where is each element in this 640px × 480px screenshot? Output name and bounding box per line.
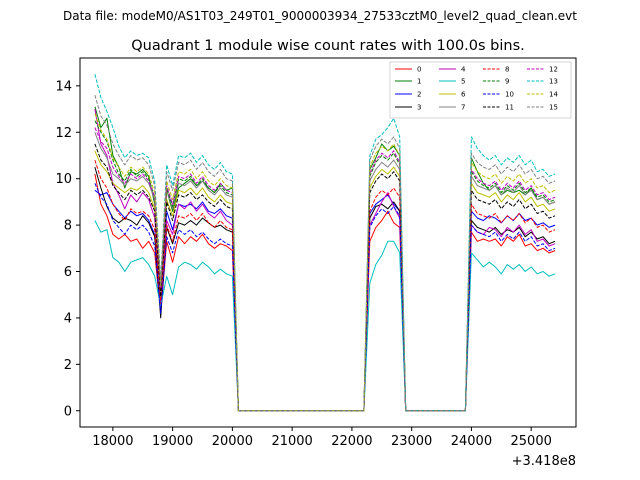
x-tick-label: 22000 (331, 434, 372, 449)
y-tick-label: 0 (64, 404, 72, 419)
y-tick-label: 4 (64, 311, 72, 326)
legend-label-6: 6 (461, 91, 466, 99)
legend-label-12: 12 (549, 66, 558, 74)
chart-title: Quadrant 1 module wise count rates with … (131, 38, 525, 54)
x-tick-label: 21000 (271, 434, 312, 449)
series-line-14 (94, 113, 556, 412)
legend-label-7: 7 (461, 104, 465, 112)
legend-label-8: 8 (505, 66, 509, 74)
legend-label-4: 4 (461, 66, 466, 74)
x-tick-label: 25000 (511, 434, 552, 449)
legend-label-1: 1 (417, 78, 421, 86)
legend-label-2: 2 (417, 91, 421, 99)
legend-label-9: 9 (505, 78, 509, 86)
y-tick-label: 8 (64, 219, 72, 234)
series-line-15 (94, 94, 556, 412)
x-offset-label: +3.418e8 (512, 454, 576, 469)
y-tick-label: 2 (64, 358, 72, 373)
legend-label-14: 14 (549, 91, 558, 99)
x-tick-label: 23000 (391, 434, 432, 449)
figure-suptitle: Data file: modeM0/AS1T03_249T01_90000039… (63, 9, 577, 23)
x-tick-label: 19000 (152, 434, 193, 449)
y-tick-label: 12 (55, 126, 72, 141)
x-tick-label: 20000 (212, 434, 253, 449)
legend-label-11: 11 (505, 104, 514, 112)
y-tick-label: 6 (64, 265, 72, 280)
y-tick-label: 10 (55, 172, 72, 187)
legend-label-13: 13 (549, 78, 558, 86)
legend-label-0: 0 (417, 66, 421, 74)
x-axis: 18000 19000 20000 21000 22000 23000 24000 25000 (92, 427, 552, 449)
plot-frame (79, 57, 577, 428)
legend-label-10: 10 (505, 91, 514, 99)
x-tick-label: 18000 (92, 434, 133, 449)
legend-label-5: 5 (461, 78, 465, 86)
series-line-12 (94, 127, 556, 412)
legend-label-3: 3 (417, 104, 421, 112)
y-axis: 0 2 4 6 8 10 12 14 (55, 79, 80, 419)
legend-label-15: 15 (549, 104, 558, 112)
series-line-13 (94, 74, 556, 412)
x-tick-label: 24000 (451, 434, 492, 449)
legend-frame (389, 61, 572, 119)
series-layer (94, 74, 556, 412)
y-tick-label: 14 (55, 79, 72, 94)
